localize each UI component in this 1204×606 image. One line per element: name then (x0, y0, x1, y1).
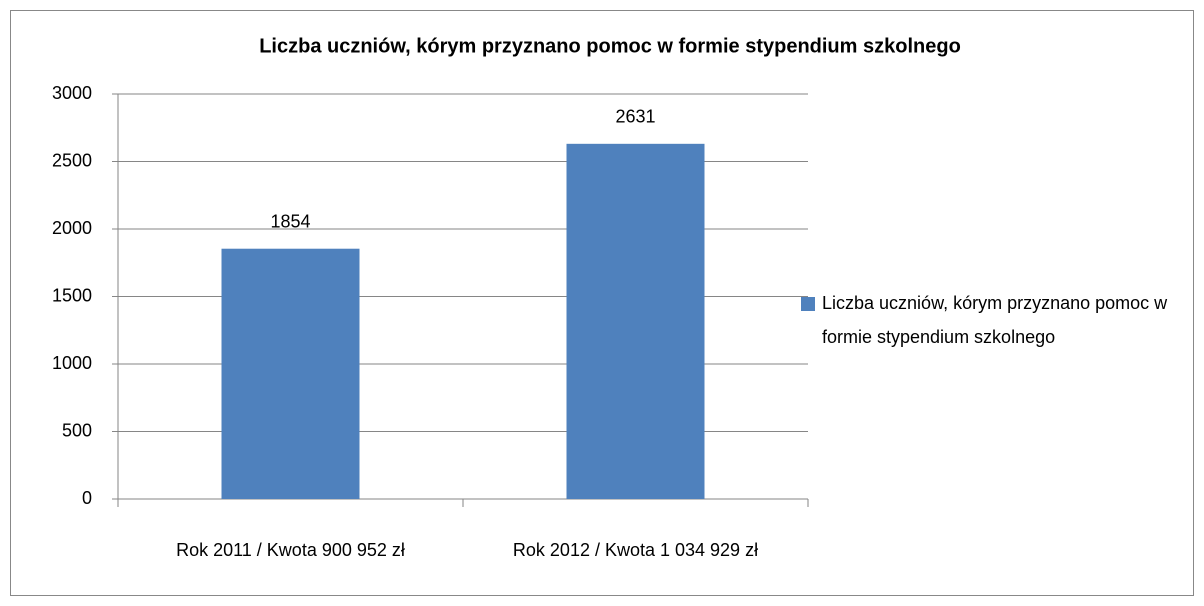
bar (221, 248, 360, 499)
y-tick-label: 1500 (52, 285, 92, 305)
data-label: 1854 (270, 211, 310, 231)
y-tick-label: 1000 (52, 353, 92, 373)
data-label: 2631 (615, 107, 655, 127)
y-tick-label: 2500 (52, 150, 92, 170)
y-tick-label: 3000 (52, 83, 92, 103)
x-tick-label: Rok 2012 / Kwota 1 034 929 zł (513, 540, 758, 560)
y-tick-label: 0 (82, 488, 92, 508)
chart-title: Liczba uczniów, kórym przyznano pomoc w … (259, 35, 961, 57)
legend-swatch (801, 297, 815, 311)
y-tick-label: 500 (62, 420, 92, 440)
y-tick-label: 2000 (52, 218, 92, 238)
bar (566, 143, 705, 499)
x-tick-label: Rok 2011 / Kwota 900 952 zł (176, 540, 405, 560)
legend-label: Liczba uczniów, kórym przyznano pomoc w … (822, 293, 1168, 347)
